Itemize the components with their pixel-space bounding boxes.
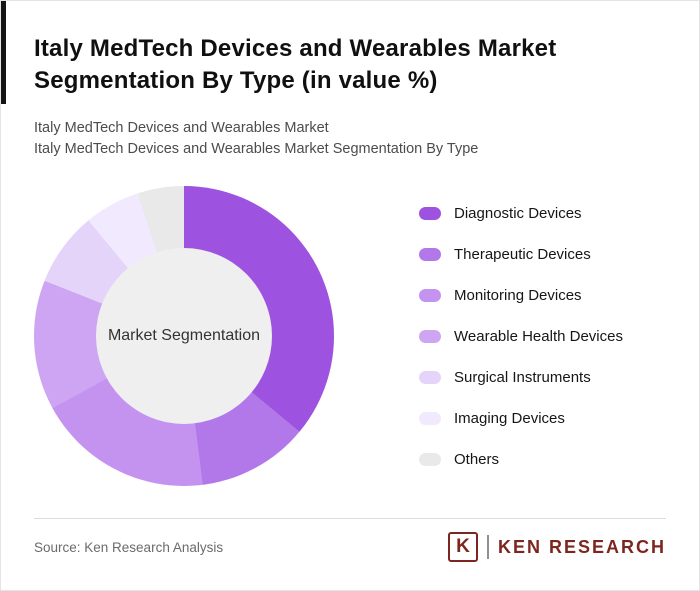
donut-center: Market Segmentation: [96, 248, 272, 425]
ken-research-logo: K KEN RESEARCH: [447, 532, 666, 563]
legend-label: Diagnostic Devices: [454, 204, 582, 222]
legend-label: Imaging Devices: [454, 409, 565, 427]
legend-label: Therapeutic Devices: [454, 245, 591, 263]
page-title: Italy MedTech Devices and Wearables Mark…: [34, 35, 557, 94]
legend-item: Surgical Instruments: [419, 369, 623, 386]
source-text: Source: Ken Research Analysis: [34, 539, 224, 555]
legend-swatch: [419, 206, 441, 220]
legend-item: Others: [419, 451, 623, 468]
left-accent-bar: [1, 1, 6, 104]
legend-swatch: [419, 288, 441, 302]
subtitle-block: Italy MedTech Devices and Wearables Mark…: [34, 118, 666, 160]
legend-swatch: [419, 329, 441, 343]
legend-item: Wearable Health Devices: [419, 328, 623, 345]
legend-item: Diagnostic Devices: [419, 205, 623, 222]
legend-swatch: [419, 247, 441, 261]
legend-label: Wearable Health Devices: [454, 327, 623, 345]
legend-label: Others: [454, 450, 500, 468]
legend-label: Monitoring Devices: [454, 286, 582, 304]
logo-text: KEN RESEARCH: [497, 536, 666, 557]
legend-swatch: [419, 411, 441, 425]
legend: Diagnostic Devices Therapeutic Devices M…: [419, 205, 623, 468]
legend-swatch: [419, 452, 441, 466]
legend-label: Surgical Instruments: [454, 368, 591, 386]
logo-divider: [486, 535, 489, 560]
donut-center-label: Market Segmentation: [107, 327, 261, 345]
logo-k-letter: K: [456, 536, 470, 558]
logo-k-icon: K: [447, 532, 478, 563]
footer: Source: Ken Research Analysis K KEN RESE…: [34, 532, 666, 563]
subtitle-line-2: Italy MedTech Devices and Wearables Mark…: [34, 141, 479, 158]
footer-divider: [34, 518, 666, 520]
subtitle-line-1: Italy MedTech Devices and Wearables Mark…: [34, 120, 329, 137]
chart-area: Market Segmentation Diagnostic Devices T…: [34, 186, 666, 487]
donut-chart: Market Segmentation: [34, 186, 334, 487]
legend-item: Imaging Devices: [419, 410, 623, 427]
legend-item: Monitoring Devices: [419, 287, 623, 304]
legend-item: Therapeutic Devices: [419, 246, 623, 263]
legend-swatch: [419, 370, 441, 384]
